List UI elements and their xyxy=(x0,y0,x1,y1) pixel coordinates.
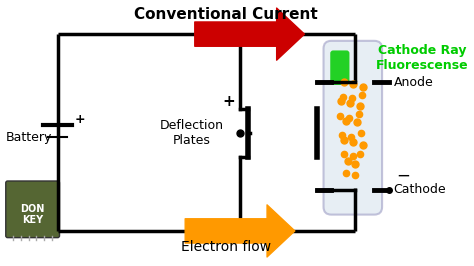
Text: Electron flow: Electron flow xyxy=(181,240,271,254)
Text: Deflection
Plates: Deflection Plates xyxy=(160,119,224,147)
Text: +: + xyxy=(222,94,235,109)
FancyBboxPatch shape xyxy=(330,51,349,85)
Text: Anode: Anode xyxy=(393,76,433,89)
Text: Battery: Battery xyxy=(6,131,52,144)
Text: DON
KEY: DON KEY xyxy=(20,204,45,225)
FancyBboxPatch shape xyxy=(6,181,60,238)
Text: Conventional Current: Conventional Current xyxy=(134,7,318,22)
Text: Cathode Ray
Fluorescense: Cathode Ray Fluorescense xyxy=(376,44,469,72)
Text: Cathode: Cathode xyxy=(393,183,446,196)
FancyBboxPatch shape xyxy=(324,41,382,215)
Text: +: + xyxy=(75,113,85,126)
Text: −: − xyxy=(396,166,410,184)
